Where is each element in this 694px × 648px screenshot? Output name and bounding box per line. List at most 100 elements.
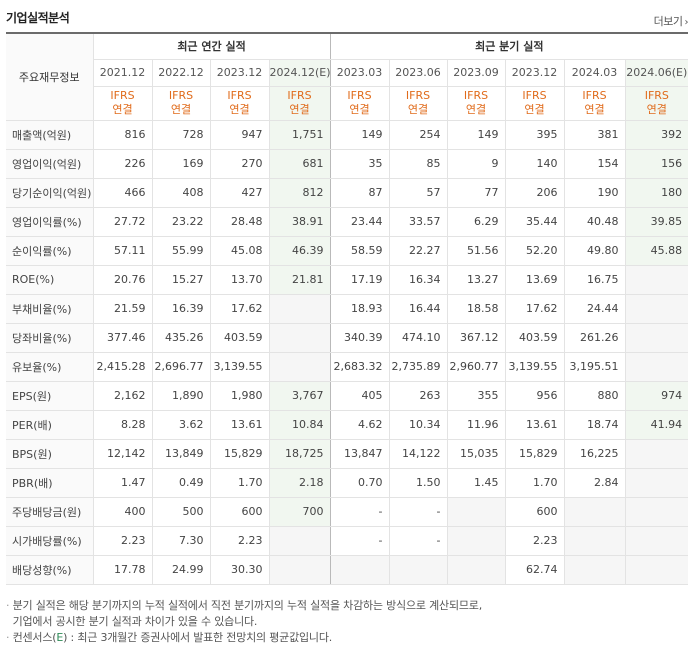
table-cell: 13.27 — [446, 265, 506, 295]
table-cell: 27.72 — [92, 206, 152, 237]
section-title: 기업실적분석 — [6, 11, 70, 25]
row-label: 영업이익률(%) — [6, 206, 93, 237]
table-cell: 12,142 — [92, 439, 152, 469]
table-row: PBR(배) 1.47 0.49 1.70 2.18 0.70 1.50 1.45 1.70 2.… — [6, 468, 689, 498]
table-cell: 33.57 — [388, 206, 448, 237]
table-cell: 2.23 — [92, 526, 152, 556]
table-cell: 392 — [624, 119, 689, 150]
table-cell: 11.96 — [446, 410, 506, 440]
table-row: 주당배당금(원) 400 500 600 700- -600 — [6, 496, 689, 527]
table-cell: 13,847 — [329, 439, 390, 469]
period-header: 2024.03 — [563, 59, 626, 87]
table-cell: 263 — [388, 380, 448, 411]
table-cell: 85 — [388, 149, 448, 179]
annual-group-header: 최근 연간 실적 — [92, 33, 331, 60]
table-cell: 3.62 — [151, 410, 210, 440]
table-cell: 13.61 — [504, 410, 565, 440]
table-cell: 154 — [563, 149, 626, 179]
table-cell: - — [329, 526, 390, 556]
table-row: 부채비율(%) 21.59 16.39 17.62 18.93 16.44 18.58 17.… — [6, 294, 689, 324]
financial-table: 주요재무정보 최근 연간 실적 최근 분기 실적 2021.12 2022.12 2… — [6, 32, 689, 585]
table-cell: 355 — [446, 380, 506, 411]
table-cell: 1.50 — [388, 468, 448, 498]
table-cell: 956 — [504, 380, 565, 411]
table-cell: 0.49 — [151, 468, 210, 498]
table-cell: 52.20 — [504, 236, 565, 266]
table-cell: 2,735.89 — [388, 352, 448, 382]
period-header: 2023.12 — [209, 59, 269, 87]
table-cell: 816 — [92, 119, 152, 150]
table-cell: 8.28 — [92, 410, 152, 440]
period-header: 2023.09 — [446, 59, 506, 87]
table-cell: 20.76 — [92, 265, 152, 295]
table-cell: 2.18 — [268, 468, 331, 498]
table-cell — [624, 468, 689, 498]
table-cell: 16.44 — [388, 294, 448, 324]
row-label: PER(배) — [6, 410, 93, 440]
table-cell: 169 — [151, 149, 210, 179]
table-cell: 2.84 — [563, 468, 626, 498]
table-cell: 21.59 — [92, 294, 152, 324]
table-cell: 38.91 — [268, 206, 331, 237]
period-header: 2024.06(E) — [624, 59, 689, 87]
ifrs-badge: IFRS 연결 — [563, 86, 626, 121]
table-cell: 812 — [268, 178, 331, 208]
table-cell: 140 — [504, 149, 565, 179]
table-cell: 1.45 — [446, 468, 506, 498]
table-cell: 18,725 — [268, 439, 331, 469]
ifrs-badge: IFRS 연결 — [92, 86, 152, 121]
row-label: 매출액(억원) — [6, 119, 93, 150]
table-cell: 15,829 — [209, 439, 269, 469]
header-label: 주요재무정보 — [6, 33, 93, 121]
table-cell: 149 — [329, 119, 390, 150]
table-cell: 600 — [209, 496, 269, 527]
period-header: 2022.12 — [151, 59, 210, 87]
table-cell: 6.29 — [446, 206, 506, 237]
table-cell: 15,035 — [446, 439, 506, 469]
table-cell: 947 — [209, 119, 269, 150]
table-cell: 13.61 — [209, 410, 269, 440]
table-cell: 18.93 — [329, 294, 390, 324]
table-cell: 35 — [329, 149, 390, 179]
table-cell: 87 — [329, 178, 390, 208]
table-cell — [624, 555, 689, 585]
table-cell: 49.80 — [563, 236, 626, 266]
table-cell: 700 — [268, 496, 331, 527]
table-cell: 16,225 — [563, 439, 626, 469]
table-cell: 405 — [329, 380, 390, 411]
table-cell — [624, 352, 689, 382]
table-cell: 22.27 — [388, 236, 448, 266]
more-label: 더보기 — [653, 15, 683, 28]
table-row: PER(배) 8.28 3.62 13.61 10.84 4.62 10.34 11.96 13… — [6, 410, 689, 440]
more-link[interactable]: 더보기 › — [653, 13, 689, 29]
table-cell: 15,829 — [504, 439, 565, 469]
period-header: 2021.12 — [92, 59, 152, 87]
table-cell: 30.30 — [209, 555, 269, 585]
ifrs-badge: IFRS 연결 — [329, 86, 390, 121]
row-label: 당좌비율(%) — [6, 323, 93, 353]
quarter-group-header: 최근 분기 실적 — [329, 33, 689, 60]
table-cell: 270 — [209, 149, 269, 179]
table-cell: 367.12 — [446, 323, 506, 353]
note-1: · 분기 실적은 해당 분기까지의 누적 실적에서 직전 분기까지의 누적 실적… — [6, 599, 483, 612]
table-cell: 7.30 — [151, 526, 210, 556]
table-cell — [446, 526, 506, 556]
table-cell: 2.23 — [504, 526, 565, 556]
table-cell: 16.39 — [151, 294, 210, 324]
table-cell: 58.59 — [329, 236, 390, 266]
table-cell: 400 — [92, 496, 152, 527]
ifrs-badge: IFRS 연결 — [446, 86, 506, 121]
period-header: 2023.12 — [504, 59, 565, 87]
table-cell: 18.74 — [563, 410, 626, 440]
table-cell: 435.26 — [151, 323, 210, 353]
table-cell — [268, 294, 331, 324]
table-cell: 21.81 — [268, 265, 331, 295]
ifrs-badge: IFRS 연결 — [268, 86, 331, 121]
table-cell: - — [329, 496, 390, 527]
period-header: 2023.06 — [388, 59, 448, 87]
table-cell: 180 — [624, 178, 689, 208]
table-cell: 55.99 — [151, 236, 210, 266]
table-cell: 1.70 — [504, 468, 565, 498]
table-cell: 3,767 — [268, 380, 331, 411]
table-cell: 1.70 — [209, 468, 269, 498]
